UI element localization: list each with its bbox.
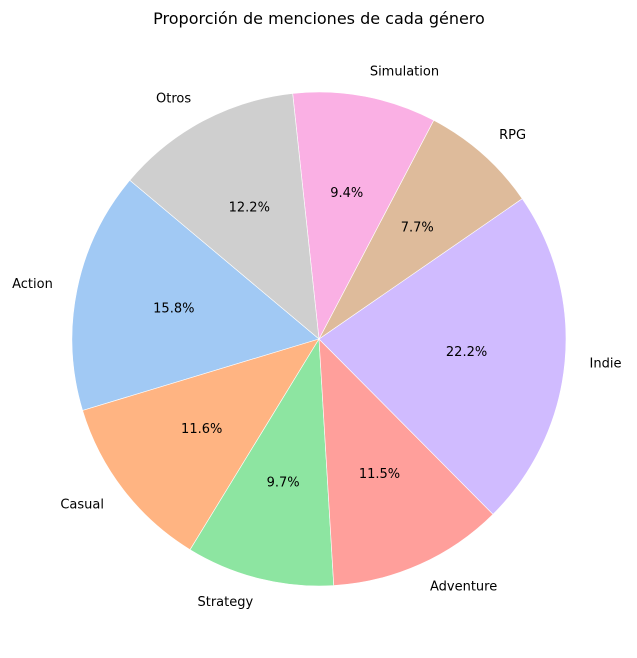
percent-label-rpg: 7.7% (401, 221, 434, 236)
pie-slice-action (71, 179, 320, 411)
chart-title: Proporción de menciones de cada género (153, 9, 485, 28)
percent-label-action: 15.8% (153, 302, 194, 317)
pie-slice-adventure (318, 338, 494, 586)
percent-label-simulation: 9.4% (330, 186, 363, 201)
category-label-otros: Otros (156, 92, 191, 107)
category-label-casual: Casual (60, 498, 104, 513)
category-label-simulation: Simulation (370, 65, 439, 80)
category-label-indie: Indie (590, 357, 622, 372)
pie-slice-otros (129, 93, 320, 340)
pie-slice-rpg (318, 119, 523, 340)
percent-label-strategy: 9.7% (267, 475, 300, 490)
pie-slices (71, 91, 567, 587)
pie-slice-indie (318, 198, 567, 515)
percent-label-adventure: 11.5% (359, 467, 400, 482)
category-label-rpg: RPG (499, 128, 526, 143)
percent-label-otros: 12.2% (229, 201, 270, 216)
percent-label-casual: 11.6% (181, 422, 222, 437)
pie-slice-strategy (189, 338, 335, 587)
pie-slice-casual (82, 338, 320, 551)
pie-slice-simulation (292, 91, 435, 341)
percent-label-indie: 22.2% (446, 345, 487, 360)
pie-labels: Action 15.8% Casual 11.6% Strategy 9.7% Advent… (12, 65, 621, 611)
category-label-strategy: Strategy (197, 595, 253, 610)
category-label-action: Action (12, 277, 53, 292)
category-label-adventure: Adventure (430, 580, 497, 595)
